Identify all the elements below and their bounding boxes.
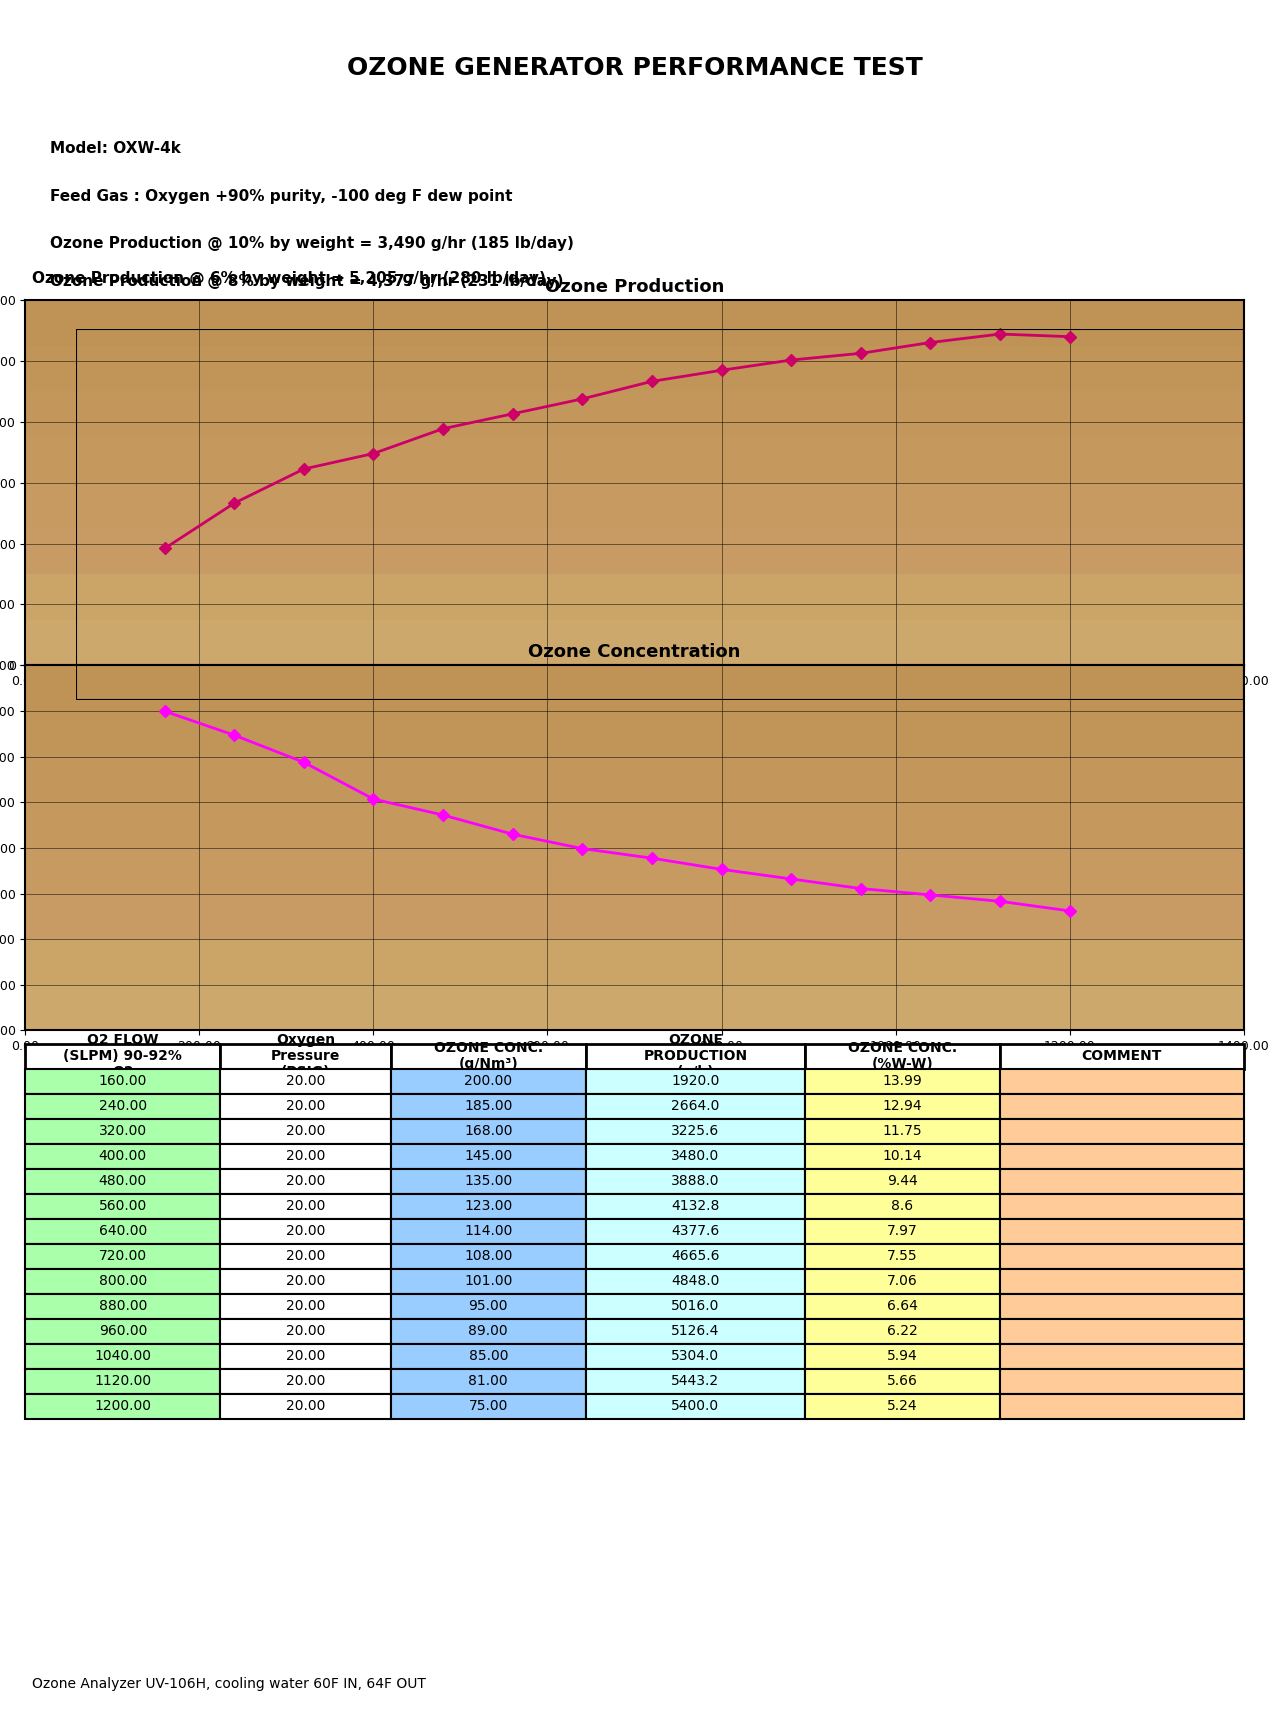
Bar (25, 619, 1244, 666)
X-axis label: Oxygen Flow (LPM): Oxygen Flow (LPM) (552, 1058, 717, 1074)
Bar (25, 894, 1244, 939)
Bar (25, 802, 1244, 847)
Bar (25, 574, 1244, 619)
Title: Ozone Production: Ozone Production (544, 278, 725, 296)
Text: Model: OXW-4k: Model: OXW-4k (49, 140, 180, 156)
Bar (25, 482, 1244, 529)
Bar (25, 711, 1244, 757)
Bar (25, 391, 1244, 437)
Bar (25, 301, 1244, 346)
Bar (25, 757, 1244, 802)
Text: Ozone Production @ 8% by weight = 4,377 g/hr (231 lb/day): Ozone Production @ 8% by weight = 4,377 … (49, 273, 563, 289)
Text: Ozone Production @ 10% by weight = 3,490 g/hr (185 lb/day): Ozone Production @ 10% by weight = 3,490… (49, 237, 574, 251)
Bar (25, 529, 1244, 574)
Text: Ozone Analyzer UV-106H, cooling water 60F IN, 64F OUT: Ozone Analyzer UV-106H, cooling water 60… (32, 1677, 425, 1691)
Bar (25, 437, 1244, 482)
Bar (25, 346, 1244, 391)
Text: Ozone Production @ 6% by weight = 5,205 g/hr (280 lb/day): Ozone Production @ 6% by weight = 5,205 … (32, 271, 546, 287)
Text: OZONE GENERATOR PERFORMANCE TEST: OZONE GENERATOR PERFORMANCE TEST (346, 55, 923, 80)
Bar (25, 986, 1244, 1030)
Bar (25, 847, 1244, 894)
X-axis label: Oxygen Flow (LPM): Oxygen Flow (LPM) (552, 693, 717, 709)
Title: Ozone Concentration: Ozone Concentration (528, 643, 741, 660)
Bar (25, 939, 1244, 986)
Text: Feed Gas : Oxygen +90% purity, -100 deg F dew point: Feed Gas : Oxygen +90% purity, -100 deg … (49, 188, 513, 204)
Bar (25, 666, 1244, 711)
